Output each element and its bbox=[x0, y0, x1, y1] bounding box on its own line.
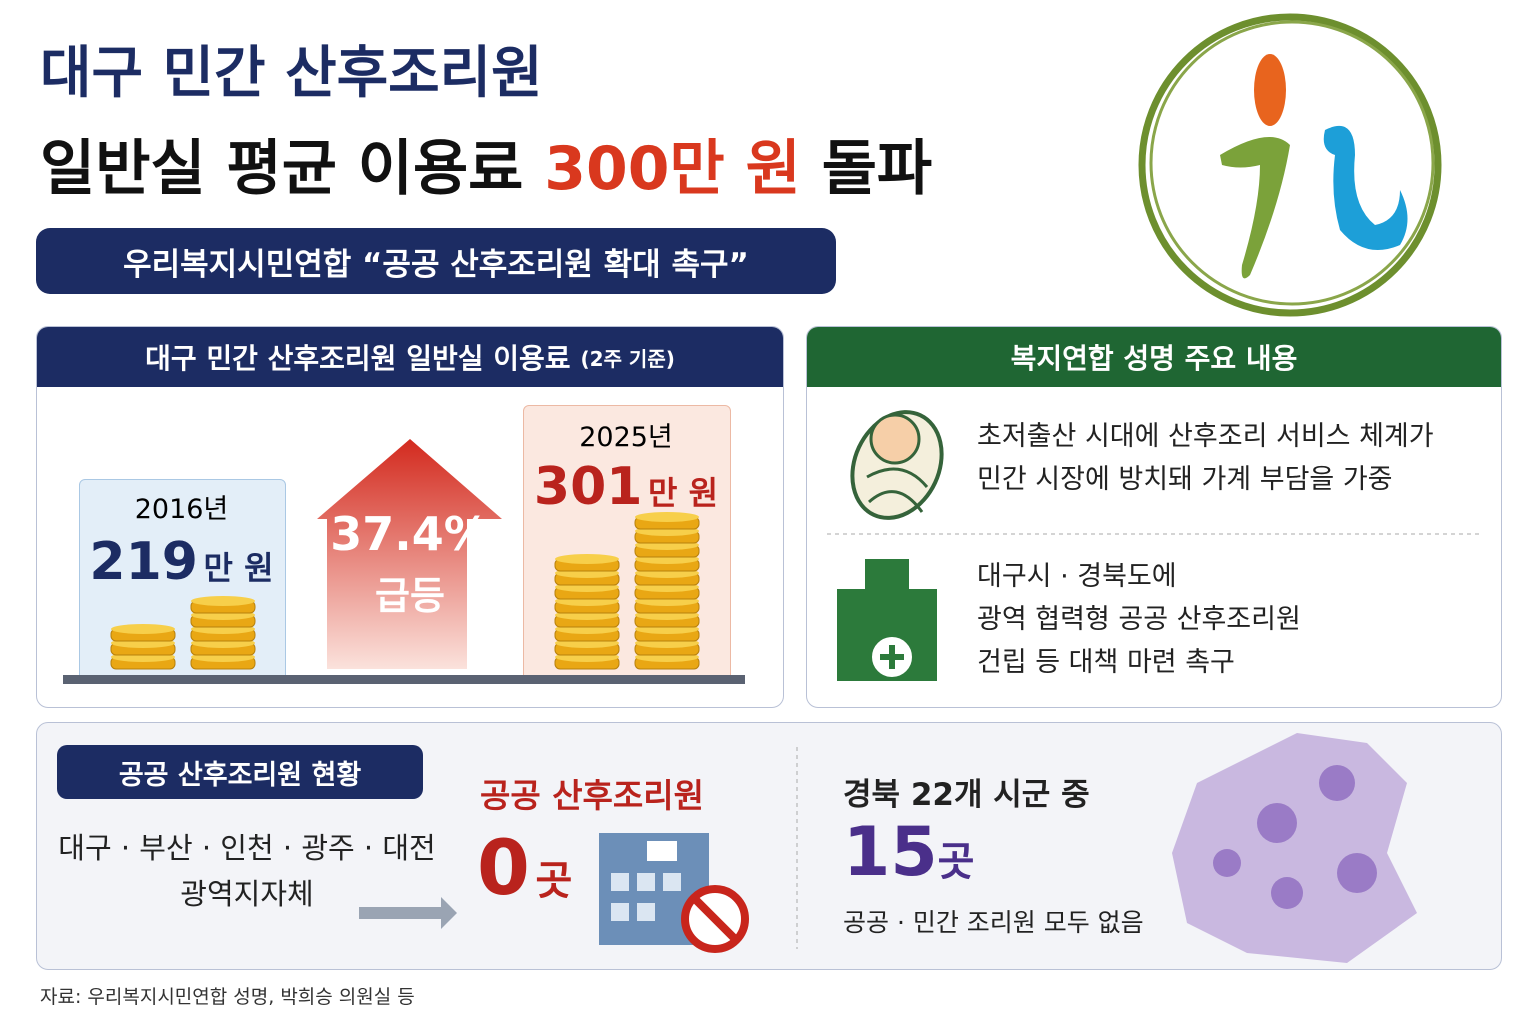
badge: 공공 산후조리원 현황 bbox=[57, 745, 423, 799]
statement-line: 대구시 · 경북도에 bbox=[977, 561, 1177, 592]
statement-line: 건립 등 대책 마련 촉구 bbox=[977, 647, 1235, 678]
region-line: 대구 · 부산 · 인천 · 광주 · 대전 bbox=[58, 831, 436, 865]
coin-top bbox=[191, 596, 255, 606]
statement-icons bbox=[827, 410, 1481, 681]
unit: 만 원 bbox=[648, 474, 719, 512]
title-text: 돌파 bbox=[821, 134, 933, 204]
panel-title: 복지연합 성명 주요 내용 bbox=[1010, 342, 1298, 375]
year: 2016년 bbox=[134, 494, 229, 525]
public-count-line: 0 곳 bbox=[477, 823, 572, 912]
title-line: 일반실 평균 이용료 300만 원 돌파 bbox=[40, 120, 932, 207]
public-panel: 공공 산후조리원 현황 대구 · 부산 · 인천 · 광주 · 대전 광역지자체 … bbox=[36, 722, 1502, 970]
amount: 219 bbox=[89, 532, 198, 592]
arrow bbox=[317, 439, 502, 669]
gb-note: 공공 · 민간 조리원 모두 없음 bbox=[843, 908, 1144, 937]
count: 15 bbox=[843, 813, 938, 892]
unit: 곳 bbox=[535, 858, 573, 904]
public-label: 공공 산후조리원 bbox=[479, 776, 704, 815]
increase-rate: 37.4% bbox=[330, 507, 490, 561]
amount-line: 219 만 원 bbox=[79, 532, 284, 592]
subtitle: 우리복지시민연합 “공공 산후조리원 확대 촉구” bbox=[36, 228, 836, 294]
title-text: 일반실 평균 이용료 bbox=[40, 134, 524, 204]
fee-panel: 대구 민간 산후조리원 일반실 이용료 (2주 기준) 2016년 219 만 … bbox=[36, 326, 784, 708]
year: 2025년 bbox=[579, 422, 673, 453]
coin-top bbox=[555, 554, 619, 564]
increase-label: 급등 bbox=[375, 574, 445, 618]
title: 대구 민간 산후조리원 bbox=[40, 41, 543, 106]
unit: 곳 bbox=[937, 839, 975, 885]
fee-art bbox=[63, 439, 745, 684]
baseline bbox=[63, 675, 745, 684]
logo bbox=[1138, 13, 1442, 317]
count: 0 bbox=[477, 823, 530, 912]
unit: 만 원 bbox=[203, 549, 274, 587]
source: 자료: 우리복지시민연합 성명, 박희승 의원실 등 bbox=[40, 986, 415, 1008]
panel-title: 대구 민간 산후조리원 일반실 이용료 bbox=[145, 342, 571, 375]
coin-top bbox=[111, 624, 175, 634]
title-highlight: 300만 원 bbox=[544, 134, 801, 204]
amount-line: 301 만 원 bbox=[523, 457, 729, 517]
statement-line: 초저출산 시대에 산후조리 서비스 체계가 bbox=[977, 421, 1434, 452]
public-art bbox=[359, 733, 1417, 963]
coin-top bbox=[635, 512, 699, 522]
panel-header: 복지연합 성명 주요 내용 bbox=[807, 327, 1501, 387]
panel-header: 대구 민간 산후조리원 일반실 이용료 (2주 기준) bbox=[37, 327, 783, 387]
statement-line: 광역 협력형 공공 산후조리원 bbox=[977, 604, 1301, 635]
gb-label: 경북 22개 시군 중 bbox=[843, 777, 1090, 813]
statement-line: 민간 시장에 방치돼 가계 부담을 가중 bbox=[977, 464, 1393, 495]
amount: 301 bbox=[533, 457, 643, 517]
gb-count-line: 15곳 bbox=[843, 813, 974, 892]
panel-note: (2주 기준) bbox=[580, 346, 675, 371]
region-line: 광역지자체 bbox=[180, 877, 314, 911]
